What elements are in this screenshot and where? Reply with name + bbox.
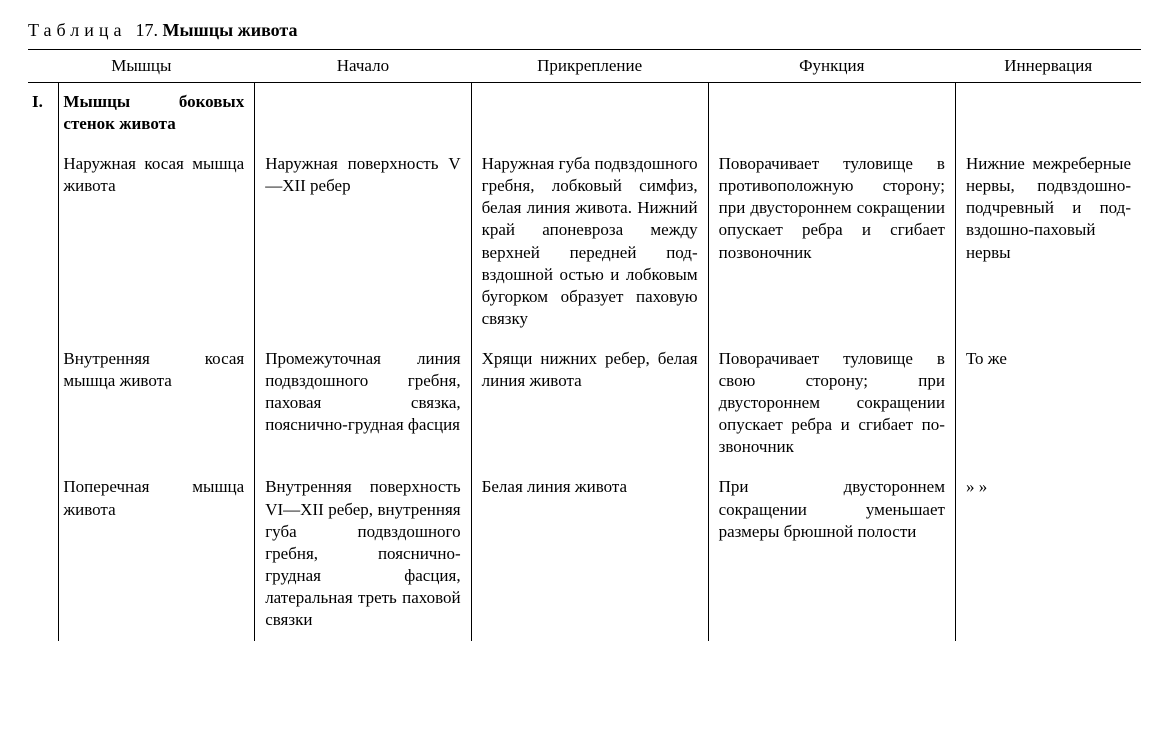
muscle-origin: Наружная поверх­ность V—XII ребер [255,145,471,340]
muscle-name: Наружная косая мышца живота [59,145,255,340]
muscle-function: При двустороннем сокращении умень­шает р… [708,468,955,641]
row-index [28,340,59,468]
header-row: Мышцы Начало Прикрепление Функция Иннерв… [28,50,1141,83]
muscle-insertion: Хрящи нижних ребер, белая линия живота [471,340,708,468]
muscle-innervation: » » [955,468,1141,641]
table-row: Внутренняя косая мышца живота Промежуточ… [28,340,1141,468]
empty-cell [708,83,955,146]
table-row: Наружная косая мышца живота Наружная пов… [28,145,1141,340]
muscle-origin: Промежуточная ли­ния подвздошного гребня… [255,340,471,468]
muscle-origin: Внутренняя поверх­ность VI—XII ребер, вн… [255,468,471,641]
table-caption: Таблица 17. Мышцы живота [28,20,1141,41]
section-index: I. [28,83,59,146]
caption-prefix: Таблица [28,20,126,40]
col-function: Функция [708,50,955,83]
table-row: Поперечная мышца живота Внутренняя повер… [28,468,1141,641]
anatomy-table: Мышцы Начало Прикрепление Функция Иннерв… [28,49,1141,641]
col-insertion: Прикрепление [471,50,708,83]
caption-title: Мышцы живота [162,20,297,40]
caption-number: 17. [135,20,158,40]
col-innervation: Иннервация [955,50,1141,83]
empty-cell [471,83,708,146]
muscle-innervation: Нижние межре­берные нервы, подвздошно-по… [955,145,1141,340]
muscle-function: Поворачивает туло­вище в противопо­ложну… [708,145,955,340]
muscle-function: Поворачивает туло­вище в свою сторону; п… [708,340,955,468]
row-index [28,468,59,641]
muscle-insertion: Белая линия живота [471,468,708,641]
empty-cell [955,83,1141,146]
muscle-insertion: Наружная губа под­вздошного гребня, лоб­… [471,145,708,340]
empty-cell [255,83,471,146]
section-title: Мышцы боковых стенок живота [59,83,255,146]
row-index [28,145,59,340]
section-row: I. Мышцы боковых стенок живота [28,83,1141,146]
muscle-innervation: То же [955,340,1141,468]
col-muscle: Мышцы [28,50,255,83]
muscle-name: Внутренняя косая мышца живота [59,340,255,468]
col-origin: Начало [255,50,471,83]
muscle-name: Поперечная мышца живота [59,468,255,641]
